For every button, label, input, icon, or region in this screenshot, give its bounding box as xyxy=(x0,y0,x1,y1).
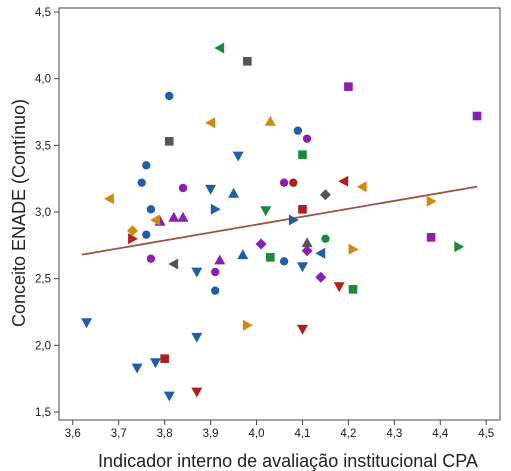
x-tick-label: 3,7 xyxy=(111,428,127,440)
data-point-triangle-left xyxy=(205,117,215,129)
data-point-triangle-right xyxy=(242,319,253,331)
data-point-triangle-left xyxy=(150,214,160,226)
data-point-square xyxy=(426,233,436,242)
data-point-square xyxy=(472,111,482,121)
data-point-square xyxy=(298,150,307,159)
data-point-circle xyxy=(321,234,330,243)
data-point-triangle-left xyxy=(356,181,367,193)
data-point-triangle-up xyxy=(177,211,189,222)
data-point-triangle-down xyxy=(150,358,161,369)
data-point-circle xyxy=(293,126,303,135)
data-point-circle xyxy=(289,178,298,187)
x-tick-label: 4,1 xyxy=(294,428,310,440)
y-axis-title: Conceito ENADE (Contínuo) xyxy=(9,99,29,327)
data-point-triangle-down xyxy=(81,318,93,329)
data-point-circle xyxy=(137,178,146,187)
data-point-triangle-left xyxy=(315,247,326,259)
y-tick-label: 2,5 xyxy=(35,274,51,286)
data-point-triangle-down xyxy=(260,206,272,217)
data-point-square xyxy=(160,354,169,363)
y-tick-label: 3,5 xyxy=(35,140,51,152)
data-point-triangle-down xyxy=(297,262,308,273)
y-tick-label: 4,5 xyxy=(35,7,51,19)
data-point-triangle-left xyxy=(104,193,114,205)
data-point-triangle-down xyxy=(297,324,308,335)
data-point-square xyxy=(266,253,275,262)
data-point-circle xyxy=(279,178,289,187)
data-point-triangle-up xyxy=(237,249,249,260)
x-tick-label: 4,3 xyxy=(386,428,402,440)
data-point-triangle-up xyxy=(228,187,240,198)
x-tick-label: 4,4 xyxy=(432,428,449,440)
data-point-triangle-down xyxy=(163,391,175,402)
x-tick-label: 4,2 xyxy=(340,428,356,440)
x-tick-label: 3,6 xyxy=(65,428,81,440)
data-point-triangle-down xyxy=(131,363,143,374)
data-point-triangle-up xyxy=(168,211,180,222)
data-point-triangle-down xyxy=(333,282,345,293)
data-point-triangle-down xyxy=(205,184,217,195)
data-point-diamond xyxy=(315,271,327,283)
data-point-triangle-left xyxy=(168,258,179,270)
data-point-triangle-right xyxy=(288,214,299,226)
data-point-circle xyxy=(279,257,289,266)
data-point-triangle-right xyxy=(426,195,437,207)
trend-line xyxy=(81,185,478,256)
data-point-circle xyxy=(142,230,151,239)
data-point-circle xyxy=(142,161,151,170)
data-point-diamond xyxy=(255,238,267,250)
data-point-circle xyxy=(210,267,220,277)
data-point-square xyxy=(344,82,353,91)
x-tick-label: 3,9 xyxy=(203,428,219,440)
data-point-triangle-left xyxy=(338,175,349,187)
x-tick-label: 4,0 xyxy=(249,428,265,440)
x-axis-title: Indicador interno de avaliação instituci… xyxy=(98,451,478,471)
data-point-circle xyxy=(146,254,156,263)
x-tick-label: 4,5 xyxy=(478,428,494,440)
data-point-triangle-up xyxy=(214,254,226,265)
data-point-triangle-down xyxy=(191,267,203,278)
data-point-triangle-up xyxy=(264,115,276,126)
data-point-circle xyxy=(165,91,174,101)
data-point-diamond xyxy=(127,225,138,237)
y-tick-label: 3,0 xyxy=(35,207,51,219)
data-point-square xyxy=(348,285,358,294)
plot-frame xyxy=(58,7,501,421)
data-point-triangle-down xyxy=(232,151,244,162)
data-point-triangle-up xyxy=(301,237,313,248)
x-tick-label: 3,8 xyxy=(157,428,173,440)
data-point-triangle-right xyxy=(454,241,465,253)
data-point-square xyxy=(298,205,307,214)
plot-area: 3,6 3,7 3,8 3,9 4,0 4,1 4,2 4,3 4,4 4,5 1,5 2,0 2,5 3… xyxy=(35,7,501,440)
data-point-circle xyxy=(146,205,156,214)
data-point-triangle-right xyxy=(210,203,221,215)
y-tick-label: 4,0 xyxy=(35,74,51,86)
data-point-triangle-down xyxy=(191,332,203,343)
data-point-circle xyxy=(178,183,188,193)
data-point-triangle-down xyxy=(191,387,203,398)
data-point-square xyxy=(243,57,252,66)
data-point-triangle-right xyxy=(348,243,359,255)
data-point-diamond xyxy=(301,245,313,257)
y-tick-label: 1,5 xyxy=(35,407,51,419)
data-point-triangle-left xyxy=(214,42,225,54)
data-point-triangle-right xyxy=(128,233,138,245)
y-tick-label: 2,0 xyxy=(35,340,51,352)
data-point-circle xyxy=(302,134,312,143)
data-point-diamond xyxy=(319,189,331,201)
data-point-circle xyxy=(210,286,220,295)
data-point-square xyxy=(164,137,174,146)
